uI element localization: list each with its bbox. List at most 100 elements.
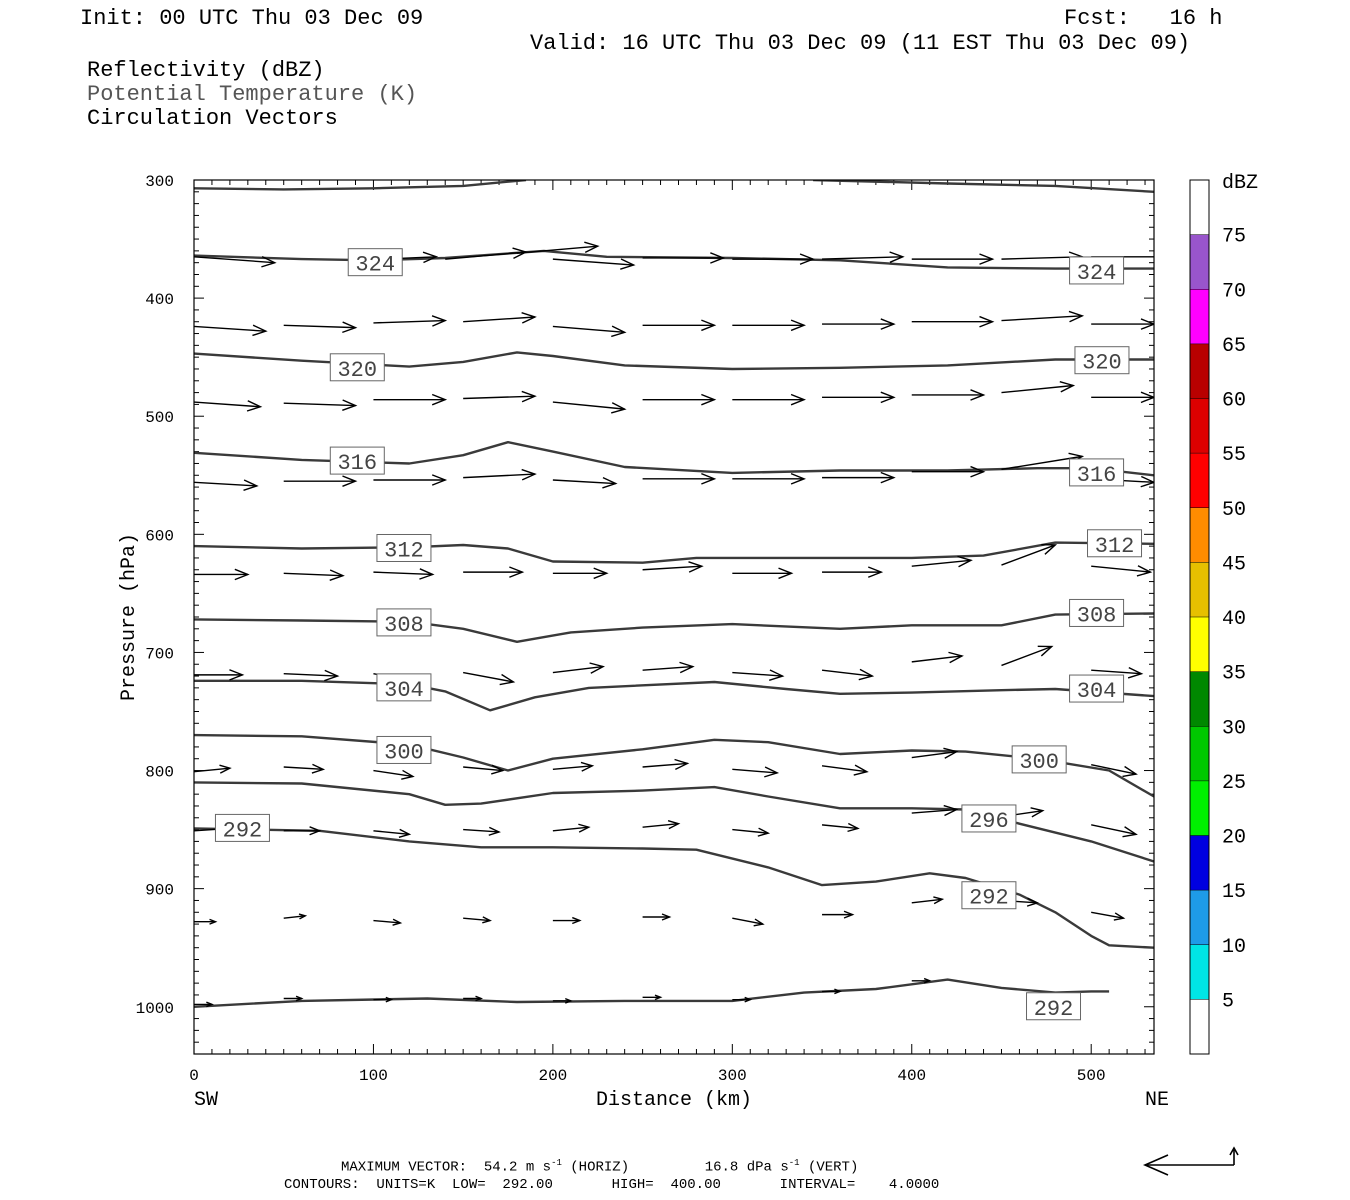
vector-head bbox=[970, 465, 986, 478]
vert-exponent: -1 bbox=[788, 1158, 800, 1168]
colorbar-swatch bbox=[1190, 780, 1209, 836]
circulation-vector bbox=[911, 315, 995, 328]
vector-head bbox=[867, 566, 884, 578]
colorbar-swatch bbox=[1190, 234, 1209, 290]
vector-head bbox=[578, 823, 591, 833]
vector-head bbox=[521, 468, 537, 481]
circulation-vector bbox=[732, 319, 806, 332]
circulation-vector bbox=[642, 820, 681, 830]
vector-head bbox=[611, 402, 627, 414]
colorbar-swatch bbox=[1190, 562, 1209, 617]
circulation-vector bbox=[552, 325, 627, 338]
vector-shaft bbox=[552, 401, 625, 410]
contour-label-text: 316 bbox=[337, 451, 377, 476]
circulation-vector bbox=[194, 479, 259, 491]
circulation-vector bbox=[283, 826, 322, 836]
circulation-vector bbox=[911, 389, 986, 401]
contour-label-296: 296 bbox=[961, 804, 1017, 834]
horiz-unit: (HORIZ) bbox=[570, 1159, 630, 1176]
colorbar-swatch bbox=[1190, 726, 1209, 781]
circulation-vector bbox=[1091, 763, 1138, 778]
vector-head bbox=[701, 393, 717, 406]
vector-head bbox=[853, 764, 869, 776]
circulation-vector bbox=[822, 471, 896, 484]
vector-head bbox=[342, 321, 358, 334]
circulation-vector bbox=[822, 566, 884, 578]
vector-head bbox=[654, 994, 663, 1001]
circulation-vector bbox=[911, 804, 959, 817]
vector-head bbox=[392, 918, 403, 926]
circulation-vector bbox=[642, 661, 695, 674]
y-tick-label: 400 bbox=[145, 291, 174, 309]
vector-head bbox=[324, 669, 340, 682]
contour-line-320 bbox=[194, 351, 1154, 371]
circulation-vector bbox=[911, 465, 986, 478]
vector-head bbox=[475, 995, 484, 1002]
circulation-vector bbox=[822, 251, 905, 263]
colorbar-unit: dBZ bbox=[1222, 172, 1258, 195]
contour-line-328 bbox=[194, 180, 527, 191]
vector-shaft bbox=[1001, 645, 1052, 667]
vector-shaft bbox=[821, 765, 867, 773]
circulation-vector bbox=[911, 977, 932, 984]
circulation-vector bbox=[373, 474, 448, 486]
contour-label-312: 312 bbox=[1087, 529, 1143, 559]
vector-head bbox=[1140, 391, 1154, 404]
vector-shaft bbox=[283, 572, 343, 577]
vector-shaft bbox=[1001, 256, 1083, 260]
circulation-vector bbox=[642, 473, 717, 485]
colorbar-label: 40 bbox=[1222, 608, 1246, 631]
vector-head bbox=[261, 255, 277, 268]
colorbar-label: 55 bbox=[1222, 444, 1246, 467]
contour-label-text: 304 bbox=[1077, 679, 1117, 704]
circulation-vector bbox=[463, 312, 537, 324]
vector-head bbox=[580, 761, 595, 772]
contour-label-box bbox=[376, 673, 432, 702]
contour-label-308: 308 bbox=[376, 608, 432, 638]
vector-head bbox=[431, 315, 448, 327]
circulation-vector bbox=[642, 561, 704, 573]
circulation-vector bbox=[373, 769, 415, 780]
vert-unit: (VERT) bbox=[807, 1159, 859, 1176]
reference-vector-icon bbox=[1142, 1146, 1239, 1176]
vector-shaft bbox=[552, 325, 625, 334]
contour-label-316: 316 bbox=[1069, 458, 1125, 488]
vector-shaft bbox=[516, 245, 598, 254]
x-tick-label: 300 bbox=[718, 1067, 747, 1085]
vector-head bbox=[1113, 912, 1126, 921]
vector-head bbox=[880, 471, 896, 484]
circulation-vector bbox=[732, 669, 785, 681]
colorbar-label: 15 bbox=[1222, 881, 1246, 904]
circulation-vector bbox=[373, 393, 448, 406]
vector-head bbox=[790, 319, 806, 332]
vector-head bbox=[1059, 380, 1076, 393]
circulation-vector bbox=[373, 828, 412, 838]
vector-shaft bbox=[283, 915, 306, 919]
vector-head bbox=[398, 828, 412, 838]
circulation-vector bbox=[283, 669, 340, 682]
contour-label-324: 324 bbox=[347, 248, 403, 278]
circulation-vector bbox=[911, 253, 995, 265]
vector-head bbox=[979, 315, 995, 328]
vector-shaft bbox=[642, 565, 702, 571]
circulation-vector bbox=[1091, 391, 1154, 404]
circulation-vector bbox=[283, 913, 308, 920]
x-tick-label: 500 bbox=[1077, 1067, 1106, 1085]
vector-head bbox=[880, 391, 896, 404]
max-vector-label: MAXIMUM VECTOR: bbox=[341, 1159, 468, 1176]
vector-head bbox=[602, 477, 618, 489]
y-tick-label: 500 bbox=[145, 409, 174, 427]
colorbar-outline bbox=[1189, 179, 1210, 1055]
vector-shaft bbox=[373, 769, 414, 778]
vector-head bbox=[790, 473, 806, 485]
x-tick-label: 200 bbox=[538, 1067, 567, 1085]
vector-head bbox=[431, 393, 448, 406]
vector-head bbox=[521, 390, 537, 403]
x-end-label-sw: SW bbox=[194, 1089, 218, 1112]
colorbar-swatch bbox=[1190, 343, 1209, 399]
circulation-vector bbox=[283, 995, 304, 1002]
vector-head bbox=[564, 997, 573, 1004]
vector-shaft bbox=[373, 571, 433, 576]
vector-head bbox=[419, 568, 435, 580]
